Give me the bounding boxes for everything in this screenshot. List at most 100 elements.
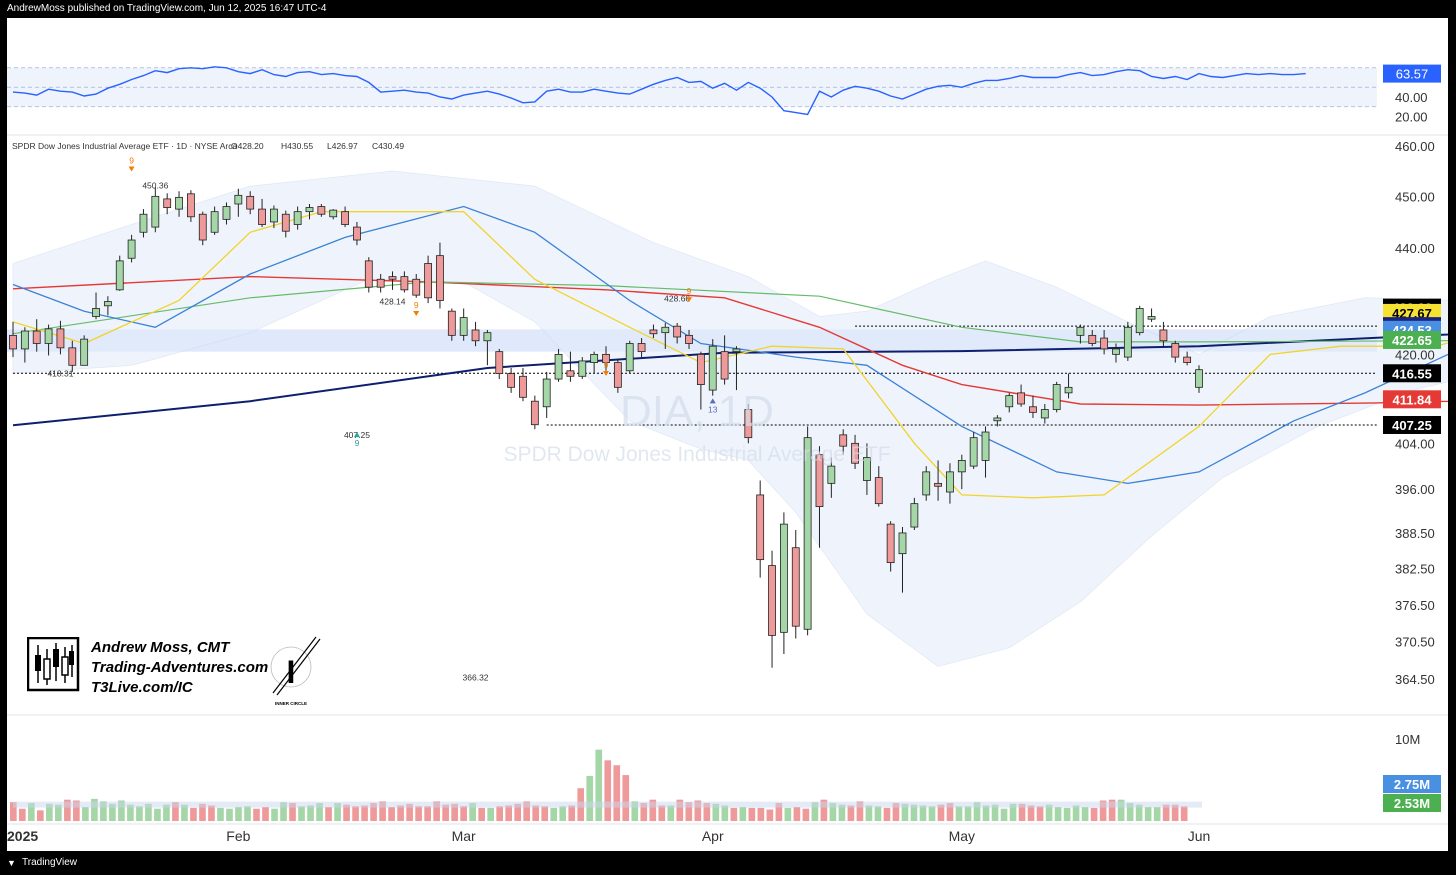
candle-body xyxy=(530,400,539,426)
volume-bar xyxy=(1045,804,1053,821)
price-axis[interactable]: 460.00 450.00 440.00 420.00 404.00 396.00 388.… xyxy=(1383,139,1441,687)
volume-bar xyxy=(703,802,711,821)
volume-bar xyxy=(973,802,981,821)
candle-body xyxy=(1135,308,1144,334)
rsi-tick-label: 40.00 xyxy=(1395,90,1428,105)
volume-bar xyxy=(748,807,756,821)
volume-bar xyxy=(1009,803,1017,821)
legend-open: O428.20 xyxy=(231,141,264,151)
price-annotation: 366.32 xyxy=(463,673,489,683)
volume-bar xyxy=(811,802,819,821)
volume-bar xyxy=(460,806,467,821)
volume-bar xyxy=(55,804,62,821)
price-pane[interactable]: 450.36 418.31 407.25 428.14 428.66 366.32 9 9 9 9… xyxy=(7,155,1456,683)
volume-bar xyxy=(820,799,828,821)
volume-bar xyxy=(1000,808,1008,821)
volume-bar xyxy=(1162,804,1170,821)
volume-bar xyxy=(298,806,305,821)
volume-bar xyxy=(46,803,53,821)
candle-body xyxy=(1123,326,1132,358)
footer-brand[interactable]: TradingView xyxy=(22,857,78,868)
volume-bar xyxy=(775,802,783,821)
volume-bar xyxy=(1099,800,1107,821)
candle-body xyxy=(791,547,800,627)
volume-bar xyxy=(667,805,675,821)
volume-bar xyxy=(631,801,639,821)
candle-body xyxy=(103,301,112,307)
volume-bar xyxy=(838,804,846,821)
candle-body xyxy=(519,375,527,398)
volume-bar xyxy=(793,807,801,821)
candle-body xyxy=(661,326,670,334)
volume-bar xyxy=(289,802,296,821)
candle-body xyxy=(851,442,859,464)
candle-body xyxy=(471,329,480,342)
volume-bar xyxy=(595,749,603,821)
watermark-name: SPDR Dow Jones Industrial Average ETF xyxy=(503,443,890,466)
candle-body xyxy=(92,308,100,317)
td-down-arrow-icon xyxy=(413,310,420,316)
time-tick-label: May xyxy=(949,828,975,844)
volume-bar xyxy=(568,805,576,821)
chart-title: SPDR Dow Jones Industrial Average ETF · … xyxy=(12,141,237,151)
volume-bar xyxy=(829,802,837,821)
volume-bar xyxy=(172,802,179,821)
candle-body xyxy=(1052,384,1061,410)
time-tick-label: Feb xyxy=(226,828,250,844)
volume-bar xyxy=(73,800,80,821)
volume-bar xyxy=(892,802,900,821)
ma-line-ema21 xyxy=(12,205,1456,485)
candle-body xyxy=(1171,343,1180,358)
td-mark-label: 9 xyxy=(129,155,134,165)
volume-bar xyxy=(964,806,972,821)
volume-bar xyxy=(847,805,855,821)
volume-pane: 10M 2.75M 2.53M xyxy=(10,732,1441,821)
volume-tag-label: 2.53M xyxy=(1394,796,1430,811)
candle-body xyxy=(886,523,895,564)
time-tick-label: Mar xyxy=(452,828,476,844)
tradingview-logo-icon[interactable]: ▼ xyxy=(7,858,16,868)
volume-bar xyxy=(1036,806,1044,821)
volume-bar xyxy=(352,806,359,821)
candle-body xyxy=(139,213,148,233)
volume-bar xyxy=(343,804,350,821)
candle-body xyxy=(613,362,622,388)
volume-bar xyxy=(217,807,224,821)
volume-bar xyxy=(649,799,657,821)
td-mark-label: 13 xyxy=(708,404,718,414)
volume-bar xyxy=(955,806,963,821)
candle-body xyxy=(1183,356,1192,363)
td-mark: 13 xyxy=(708,398,718,414)
candle-body xyxy=(210,211,219,233)
candle-body xyxy=(566,370,575,377)
price-tick-label: 420.00 xyxy=(1395,347,1435,362)
candle-body xyxy=(732,348,741,353)
volume-bar xyxy=(1108,799,1116,821)
volume-bar xyxy=(145,803,152,821)
rsi-line xyxy=(12,66,1306,116)
td-mark-label: 9 xyxy=(414,300,419,310)
candle-body xyxy=(258,208,266,225)
price-tick-label: 370.50 xyxy=(1395,635,1435,650)
volume-bar xyxy=(154,808,161,821)
volume-bar xyxy=(136,806,143,821)
candle-body xyxy=(803,437,812,630)
candle-body xyxy=(1100,337,1109,350)
price-tick-label: 450.00 xyxy=(1395,189,1435,204)
volume-bar xyxy=(397,805,404,821)
candle-body xyxy=(20,330,29,350)
brand-t3live: T3Live.com/IC xyxy=(91,679,193,696)
legend-high: H430.55 xyxy=(281,141,313,151)
price-annotation: 428.66 xyxy=(664,294,690,304)
price-annotation: 428.14 xyxy=(380,296,406,306)
volume-bar xyxy=(37,810,44,821)
legend-low: L426.97 xyxy=(327,141,358,151)
volume-bar xyxy=(64,799,71,821)
volume-bar xyxy=(766,809,774,821)
time-tick-label: 2025 xyxy=(7,828,38,844)
candle-body xyxy=(68,347,77,366)
volume-bar xyxy=(82,807,89,821)
candle-body xyxy=(1017,392,1025,405)
